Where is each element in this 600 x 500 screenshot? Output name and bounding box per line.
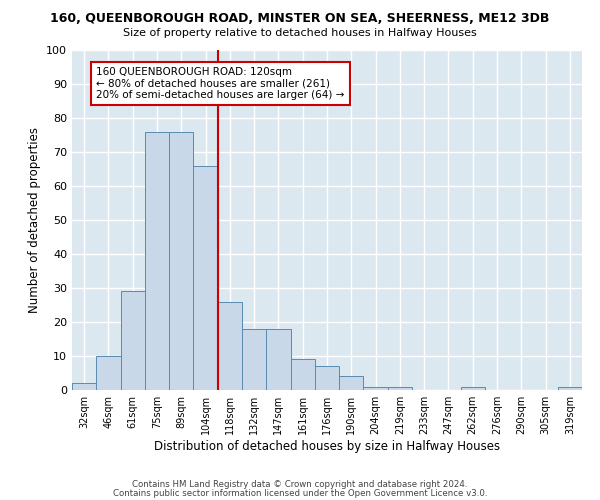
X-axis label: Distribution of detached houses by size in Halfway Houses: Distribution of detached houses by size …	[154, 440, 500, 453]
Bar	[145, 132, 169, 390]
Y-axis label: Number of detached properties: Number of detached properties	[28, 127, 41, 313]
Bar	[72, 383, 96, 390]
Bar	[315, 366, 339, 390]
Text: 160 QUEENBOROUGH ROAD: 120sqm
← 80% of detached houses are smaller (261)
20% of : 160 QUEENBOROUGH ROAD: 120sqm ← 80% of d…	[96, 67, 344, 100]
Text: Size of property relative to detached houses in Halfway Houses: Size of property relative to detached ho…	[123, 28, 477, 38]
Bar	[339, 376, 364, 390]
Bar	[242, 329, 266, 390]
Bar	[96, 356, 121, 390]
Bar	[461, 386, 485, 390]
Bar	[290, 360, 315, 390]
Bar	[558, 386, 582, 390]
Bar	[193, 166, 218, 390]
Bar	[364, 386, 388, 390]
Bar	[266, 329, 290, 390]
Bar	[121, 292, 145, 390]
Bar	[218, 302, 242, 390]
Text: Contains public sector information licensed under the Open Government Licence v3: Contains public sector information licen…	[113, 489, 487, 498]
Bar	[169, 132, 193, 390]
Text: 160, QUEENBOROUGH ROAD, MINSTER ON SEA, SHEERNESS, ME12 3DB: 160, QUEENBOROUGH ROAD, MINSTER ON SEA, …	[50, 12, 550, 26]
Text: Contains HM Land Registry data © Crown copyright and database right 2024.: Contains HM Land Registry data © Crown c…	[132, 480, 468, 489]
Bar	[388, 386, 412, 390]
